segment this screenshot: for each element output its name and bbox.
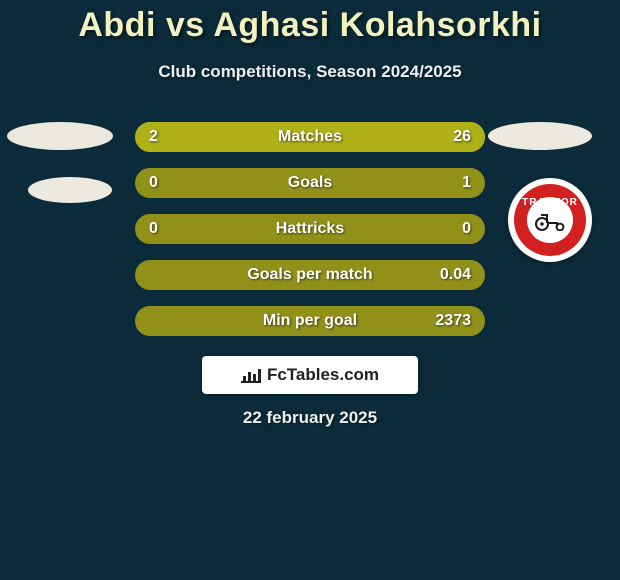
stat-label: Goals (135, 168, 485, 198)
tractor-icon (533, 211, 567, 231)
club-badge-bottom-text: CLUB (534, 232, 566, 242)
stat-value-right: 0 (462, 214, 471, 244)
club-badge-tractor: TRACTOR CLUB (508, 178, 592, 262)
stat-row: Matches226 (135, 122, 485, 152)
background (0, 0, 620, 580)
stat-row: Hattricks0 0 (135, 214, 485, 244)
stat-label: Hattricks (135, 214, 485, 244)
brand-text: FcTables.com (267, 365, 379, 385)
stat-value-right: 2373 (435, 306, 471, 336)
stat-row: Goals0 1 (135, 168, 485, 198)
stat-value-left: 0 (149, 214, 158, 244)
page-title: Abdi vs Aghasi Kolahsorkhi (0, 6, 620, 45)
stat-bar-right (160, 122, 485, 152)
date-text: 22 february 2025 (0, 408, 620, 428)
club-badge-inner: TRACTOR CLUB (514, 184, 586, 256)
club-badge-top-text: TRACTOR (522, 198, 578, 208)
bar-chart-icon (241, 367, 261, 383)
stat-value-right: 0.04 (440, 260, 471, 290)
stat-label: Min per goal (135, 306, 485, 336)
stat-bar-left (135, 122, 160, 152)
stat-row: Min per goal2373 (135, 306, 485, 336)
left-badge-placeholder-2 (28, 177, 112, 203)
stat-value-right: 1 (462, 168, 471, 198)
left-badge-placeholder-1 (7, 122, 113, 150)
stat-value-left: 0 (149, 168, 158, 198)
right-badge-placeholder (488, 122, 592, 150)
subtitle: Club competitions, Season 2024/2025 (0, 62, 620, 82)
stat-row: Goals per match0.04 (135, 260, 485, 290)
brand-badge: FcTables.com (202, 356, 418, 394)
stage: Abdi vs Aghasi Kolahsorkhi Club competit… (0, 0, 620, 580)
stat-label: Goals per match (135, 260, 485, 290)
